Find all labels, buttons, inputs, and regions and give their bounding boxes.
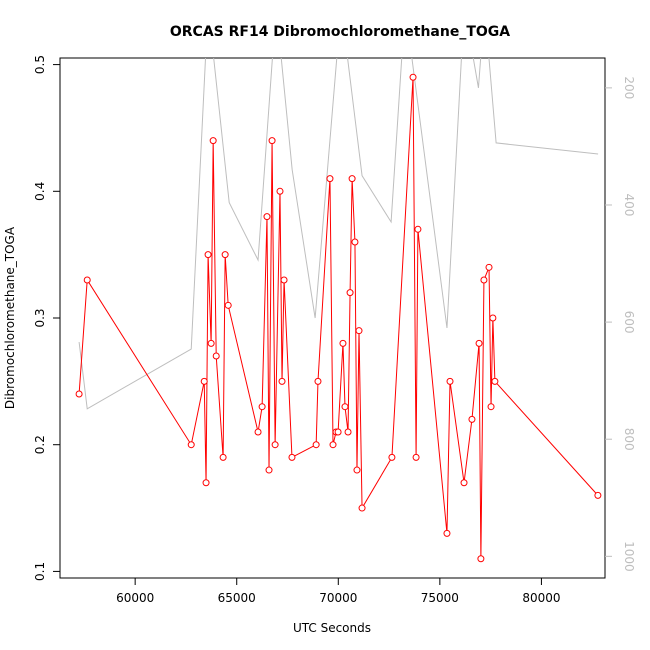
point <box>204 251 212 259</box>
point <box>491 377 499 385</box>
y2-tick-label: 200 <box>622 76 636 99</box>
x-tick-label: 65000 <box>218 591 256 605</box>
point <box>341 403 349 411</box>
point <box>409 73 417 81</box>
point <box>209 137 217 145</box>
y2-tick-label: 400 <box>622 194 636 217</box>
point <box>353 466 361 474</box>
point <box>187 441 195 449</box>
point <box>278 377 286 385</box>
point <box>207 339 215 347</box>
point <box>358 504 366 512</box>
point <box>263 213 271 221</box>
point <box>200 377 208 385</box>
point <box>475 339 483 347</box>
y-tick-label: 0.3 <box>33 308 47 327</box>
point <box>344 428 352 436</box>
series-line <box>78 77 599 559</box>
point <box>346 289 354 297</box>
point <box>460 479 468 487</box>
point <box>224 301 232 309</box>
point <box>271 441 279 449</box>
y-tick-label: 0.1 <box>33 562 47 581</box>
point <box>288 453 296 461</box>
point <box>219 453 227 461</box>
y2-tick-label: 800 <box>622 428 636 451</box>
plot-area <box>75 58 602 563</box>
point <box>414 225 422 233</box>
point <box>351 238 359 246</box>
x-tick-label: 75000 <box>421 591 459 605</box>
point <box>75 390 83 398</box>
x-tick-label: 70000 <box>319 591 357 605</box>
point <box>334 428 342 436</box>
point <box>348 175 356 183</box>
point <box>594 491 602 499</box>
point <box>477 555 485 563</box>
point <box>329 441 337 449</box>
y-axis-label: Dibromochloromethane_TOGA <box>3 226 17 409</box>
point <box>326 175 334 183</box>
point <box>468 415 476 423</box>
point <box>312 441 320 449</box>
point <box>339 339 347 347</box>
point <box>485 263 493 271</box>
point <box>489 314 497 322</box>
point <box>443 529 451 537</box>
chart-title: ORCAS RF14 Dibromochloromethane_TOGA <box>170 24 510 40</box>
point <box>276 187 284 195</box>
series-line <box>78 58 599 410</box>
x-tick-label: 80000 <box>522 591 560 605</box>
point <box>388 453 396 461</box>
point <box>487 403 495 411</box>
point <box>221 251 229 259</box>
point <box>412 453 420 461</box>
point <box>254 428 262 436</box>
point <box>355 327 363 335</box>
plot-box <box>59 57 606 579</box>
y2-tick-label: 1000 <box>622 541 636 572</box>
point <box>265 466 273 474</box>
y2-tick-label: 600 <box>622 311 636 334</box>
y-tick-label: 0.2 <box>33 435 47 454</box>
x-axis-label: UTC Seconds <box>293 621 371 635</box>
point <box>480 276 488 284</box>
point <box>280 276 288 284</box>
point <box>202 479 210 487</box>
point <box>83 276 91 284</box>
y-tick-label: 0.4 <box>33 182 47 201</box>
point <box>446 377 454 385</box>
point <box>258 403 266 411</box>
y-tick-label: 0.5 <box>33 55 47 74</box>
x-tick-label: 60000 <box>116 591 154 605</box>
point <box>212 352 220 360</box>
point <box>314 377 322 385</box>
point <box>268 137 276 145</box>
